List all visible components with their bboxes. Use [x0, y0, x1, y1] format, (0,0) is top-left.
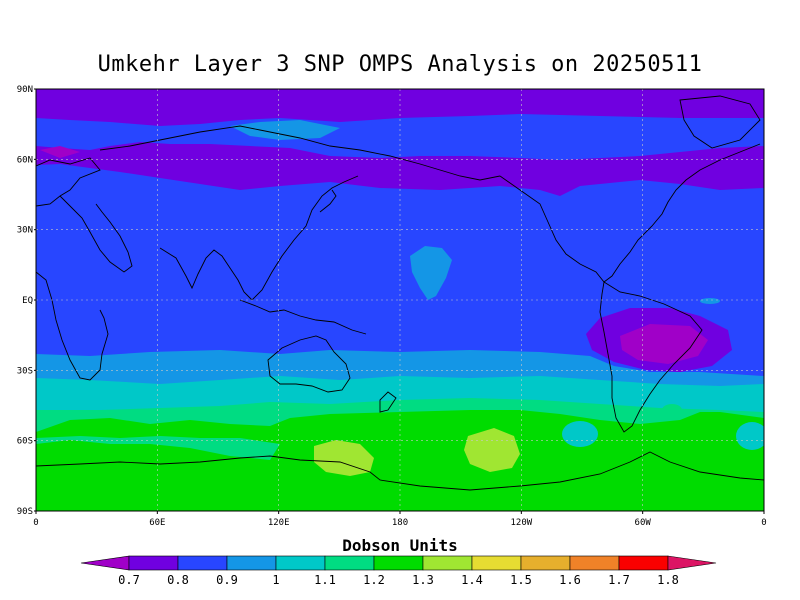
- latitude-axis: 90N 60N 30N EQ 30S 60S 90S: [17, 85, 36, 517]
- coast-antarctica: [36, 451, 764, 491]
- colorbar: 0.7 0.8 0.9 1 1.1 1.2 1.3 1.4 1.5 1.6 1.7 1.8: [80, 555, 717, 587]
- lat-tick-60s: 60S: [17, 437, 33, 447]
- lat-tick-30n: 30N: [17, 226, 33, 236]
- lon-tick-180: 180: [392, 518, 408, 528]
- field-teal-patch-s: [662, 404, 682, 416]
- lat-tick-90n: 90N: [17, 85, 33, 95]
- coast-australia: [267, 335, 351, 393]
- map-title: Umkehr Layer 3 SNP OMPS Analysis on 2025…: [97, 52, 703, 77]
- field-teal-patch-e: [736, 422, 764, 450]
- lat-tick-30s: 30S: [17, 366, 33, 376]
- colorbar-label: 1: [272, 573, 279, 587]
- lon-tick-60w: 60W: [635, 518, 652, 528]
- field-arctic-low-spot: [40, 146, 80, 158]
- coast-new-zealand: [379, 391, 397, 413]
- longitude-axis: 0 60E 120E 180 120W 60W 0: [33, 511, 767, 528]
- colorbar-swatch: [128, 555, 179, 571]
- lon-tick-120e: 120E: [268, 518, 290, 528]
- field-arctic-cyan: [230, 120, 340, 140]
- colorbar-label: 0.7: [118, 573, 140, 587]
- colorbar-swatch: [324, 555, 375, 571]
- colorbar-swatch: [520, 555, 571, 571]
- colorbar-label: 1.8: [657, 573, 679, 587]
- coast-eurasia-north: [99, 125, 501, 181]
- coast-japan: [319, 189, 337, 213]
- lon-tick-0: 0: [33, 518, 38, 528]
- field-sa-low-inner: [620, 324, 708, 364]
- colorbar-swatch: [226, 555, 277, 571]
- colorbar-label: 1.3: [412, 573, 434, 587]
- coast-arabia: [59, 195, 133, 273]
- field-atlantic-spot: [700, 298, 720, 304]
- coast-india: [159, 247, 253, 301]
- lon-tick-60e: 60E: [149, 518, 165, 528]
- colorbar-swatch: [471, 555, 522, 571]
- colorbar-label: 1.4: [461, 573, 483, 587]
- field-arctic-patch: [36, 114, 764, 160]
- colorbar-label: 1.7: [608, 573, 630, 587]
- colorbar-label: 1.1: [314, 573, 336, 587]
- field-teal-intrusion: [36, 436, 280, 460]
- colorbar-label: 0.9: [216, 573, 238, 587]
- coast-greenland: [679, 95, 761, 149]
- colorbar-swatch: [177, 555, 228, 571]
- colorbar-title: Dobson Units: [342, 536, 458, 555]
- colorbar-swatch: [422, 555, 473, 571]
- coast-indonesia: [239, 299, 367, 335]
- coast-africa: [36, 157, 101, 207]
- colorbar-label: 1.5: [510, 573, 532, 587]
- coast-south-america: [599, 281, 703, 433]
- colorbar-swatch: [618, 555, 669, 571]
- colorbar-label: 1.6: [559, 573, 581, 587]
- coast-north-america: [499, 143, 761, 283]
- colorbar-swatch: [373, 555, 424, 571]
- colorbar-low-arrow: [80, 555, 130, 571]
- field-high-patch-east: [464, 428, 520, 472]
- colorbar-swatch: [275, 555, 326, 571]
- field-cyan-patch-sw: [562, 421, 598, 447]
- lat-tick-eq: EQ: [22, 296, 33, 306]
- colorbar-high-arrow: [667, 555, 717, 571]
- lon-tick-0: 0: [761, 518, 766, 528]
- colorbar-swatch: [569, 555, 620, 571]
- lon-tick-120w: 120W: [510, 518, 532, 528]
- lat-tick-90s: 90S: [17, 507, 33, 517]
- coastlines: [36, 95, 764, 491]
- field-high-patch-west: [314, 440, 374, 476]
- colorbar-label: 1.2: [363, 573, 385, 587]
- coast-east-asia: [251, 175, 359, 301]
- graticule: [36, 89, 764, 511]
- field-pacific-blob: [410, 246, 452, 300]
- lat-tick-60n: 60N: [17, 155, 33, 165]
- colorbar-label: 0.8: [167, 573, 189, 587]
